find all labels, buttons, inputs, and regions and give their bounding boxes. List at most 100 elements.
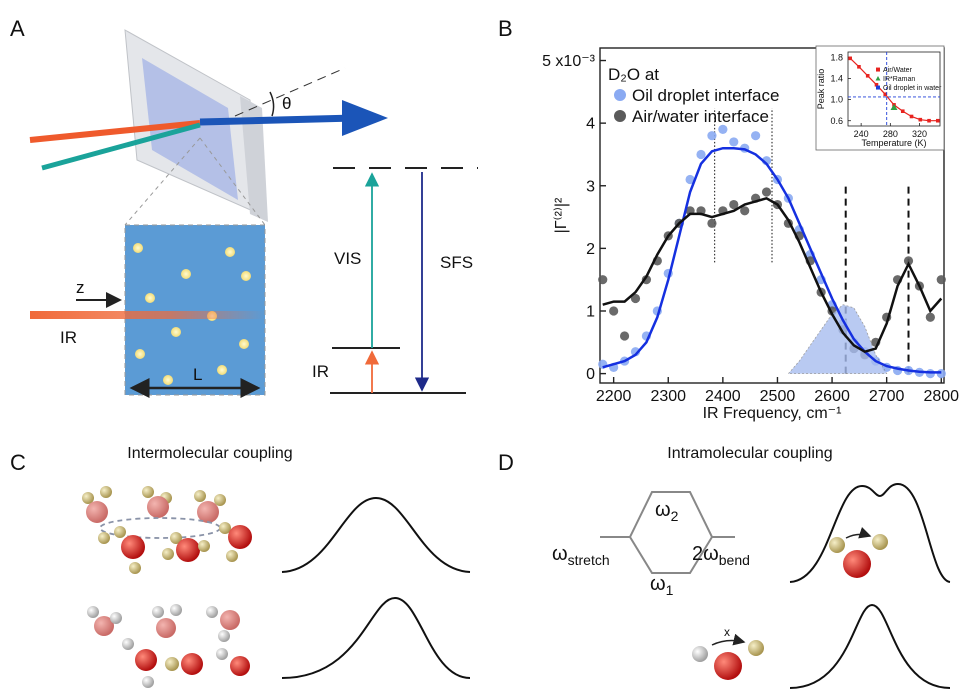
x-axis-label: IR Frequency, cm⁻¹ xyxy=(703,405,842,422)
x-tick-label: 2200 xyxy=(596,388,632,405)
water-bend-decoupled: x xyxy=(692,625,764,680)
data-point xyxy=(685,174,695,185)
y-tick-label: 1 xyxy=(586,304,595,321)
data-point xyxy=(718,124,728,135)
y-tick-label: 5 x10⁻³ xyxy=(542,53,596,70)
legend-label: Air/water interface xyxy=(632,107,769,126)
x-tick-label: 280 xyxy=(883,129,898,139)
panel-d: Intramolecular coupling ω2 ω1 ωstretch 2… xyxy=(552,445,951,689)
data-point xyxy=(729,137,739,147)
x-tick-label: 240 xyxy=(854,129,869,139)
symbol: ω xyxy=(655,499,671,521)
data-point xyxy=(609,306,619,316)
sfs-label: SFS xyxy=(440,253,473,272)
subscript: 1 xyxy=(666,582,674,598)
data-point xyxy=(630,293,641,304)
legend-label: Oil droplet in water xyxy=(883,85,942,92)
x-tick-label: 2600 xyxy=(814,388,850,405)
y-tick-label: 1.8 xyxy=(830,52,843,62)
y-axis-label: Peak ratio xyxy=(816,69,826,110)
data-point xyxy=(890,104,898,110)
data-point xyxy=(598,275,608,285)
data-point xyxy=(925,312,935,322)
panel-label: C xyxy=(10,450,26,475)
y-tick-label: 0.6 xyxy=(830,116,843,126)
lower-level: ω1 xyxy=(650,573,674,598)
data-point xyxy=(909,114,914,119)
coupling-label: x xyxy=(724,625,730,639)
water-cluster xyxy=(82,486,252,574)
legend-marker xyxy=(876,67,880,72)
zoom-line xyxy=(124,137,201,226)
x-tick-label: 320 xyxy=(912,129,927,139)
data-point xyxy=(751,131,761,141)
legend-marker xyxy=(876,85,880,90)
data-point xyxy=(696,149,706,160)
x-tick-label: 2300 xyxy=(650,388,686,405)
y-axis-label: |Γ⁽²⁾|² xyxy=(553,197,570,233)
legend-marker xyxy=(614,110,626,123)
water-bend-coupled xyxy=(829,526,888,578)
angle-label: θ xyxy=(282,94,291,113)
plot-frame xyxy=(599,47,945,384)
sfs-beam xyxy=(199,114,356,126)
broad-band xyxy=(281,496,471,573)
data-point xyxy=(918,117,923,122)
panel-label: D xyxy=(498,450,514,475)
zoom-line xyxy=(199,137,266,226)
level-diagram xyxy=(600,491,735,538)
data-point xyxy=(619,331,630,341)
panel-title: Intramolecular coupling xyxy=(667,445,832,462)
x-tick-label: 2400 xyxy=(705,388,741,405)
z-label: z xyxy=(76,278,85,297)
legend-label: Oil droplet interface xyxy=(632,86,779,105)
subscript: bend xyxy=(719,552,750,568)
subscript: stretch xyxy=(568,552,610,568)
data-point xyxy=(900,109,905,113)
angle-arc xyxy=(269,91,275,117)
single-band xyxy=(789,603,951,689)
legend-marker xyxy=(614,89,626,102)
sfs-arrow xyxy=(342,100,388,136)
y-tick-label: 4 xyxy=(586,116,595,133)
data-point xyxy=(848,56,852,61)
normal-line xyxy=(234,67,346,117)
water-cluster-diluted xyxy=(87,604,250,688)
y-tick-label: 1.4 xyxy=(830,74,843,84)
panel-label: A xyxy=(10,16,25,41)
panel-title: Intermolecular coupling xyxy=(127,445,292,462)
y-tick-label: 1.0 xyxy=(830,95,843,105)
panel-a: θ z IR L VIS SFS IR xyxy=(29,29,478,398)
narrow-band xyxy=(281,596,471,679)
panel-c: Intermolecular coupling xyxy=(82,445,471,688)
data-point xyxy=(761,187,772,197)
legend-marker xyxy=(875,76,881,81)
left-level: ωstretch xyxy=(552,543,610,568)
x-tick-label: 2800 xyxy=(923,388,959,405)
series-area xyxy=(788,304,888,375)
legend-label: IR*Raman xyxy=(883,76,915,83)
ir-level-label: IR xyxy=(312,362,329,381)
level-diagram xyxy=(629,536,713,574)
split-band xyxy=(789,482,951,583)
data-point xyxy=(729,199,739,210)
data-point xyxy=(874,82,879,87)
ir-beam-label: IR xyxy=(60,328,77,347)
x-tick-label: 2500 xyxy=(760,388,796,405)
data-point xyxy=(857,65,861,69)
data-point xyxy=(707,131,717,141)
length-label: L xyxy=(193,365,202,384)
symbol: ω xyxy=(650,573,666,595)
y-tick-label: 0 xyxy=(586,366,595,383)
vis-label: VIS xyxy=(334,249,361,268)
x-tick-label: 2700 xyxy=(869,388,905,405)
panel-b: 2200 2300 2400 2500 2600 2700 2800 0 1 2 3 4 5 x10⁻³… xyxy=(542,45,959,422)
y-tick-label: 2 xyxy=(586,241,595,258)
data-point xyxy=(883,92,888,97)
ir-beam xyxy=(29,120,201,143)
data-point xyxy=(927,118,931,123)
panel-label: B xyxy=(498,16,513,41)
right-level: 2ωbend xyxy=(692,543,750,568)
y-tick-label: 3 xyxy=(586,178,595,195)
